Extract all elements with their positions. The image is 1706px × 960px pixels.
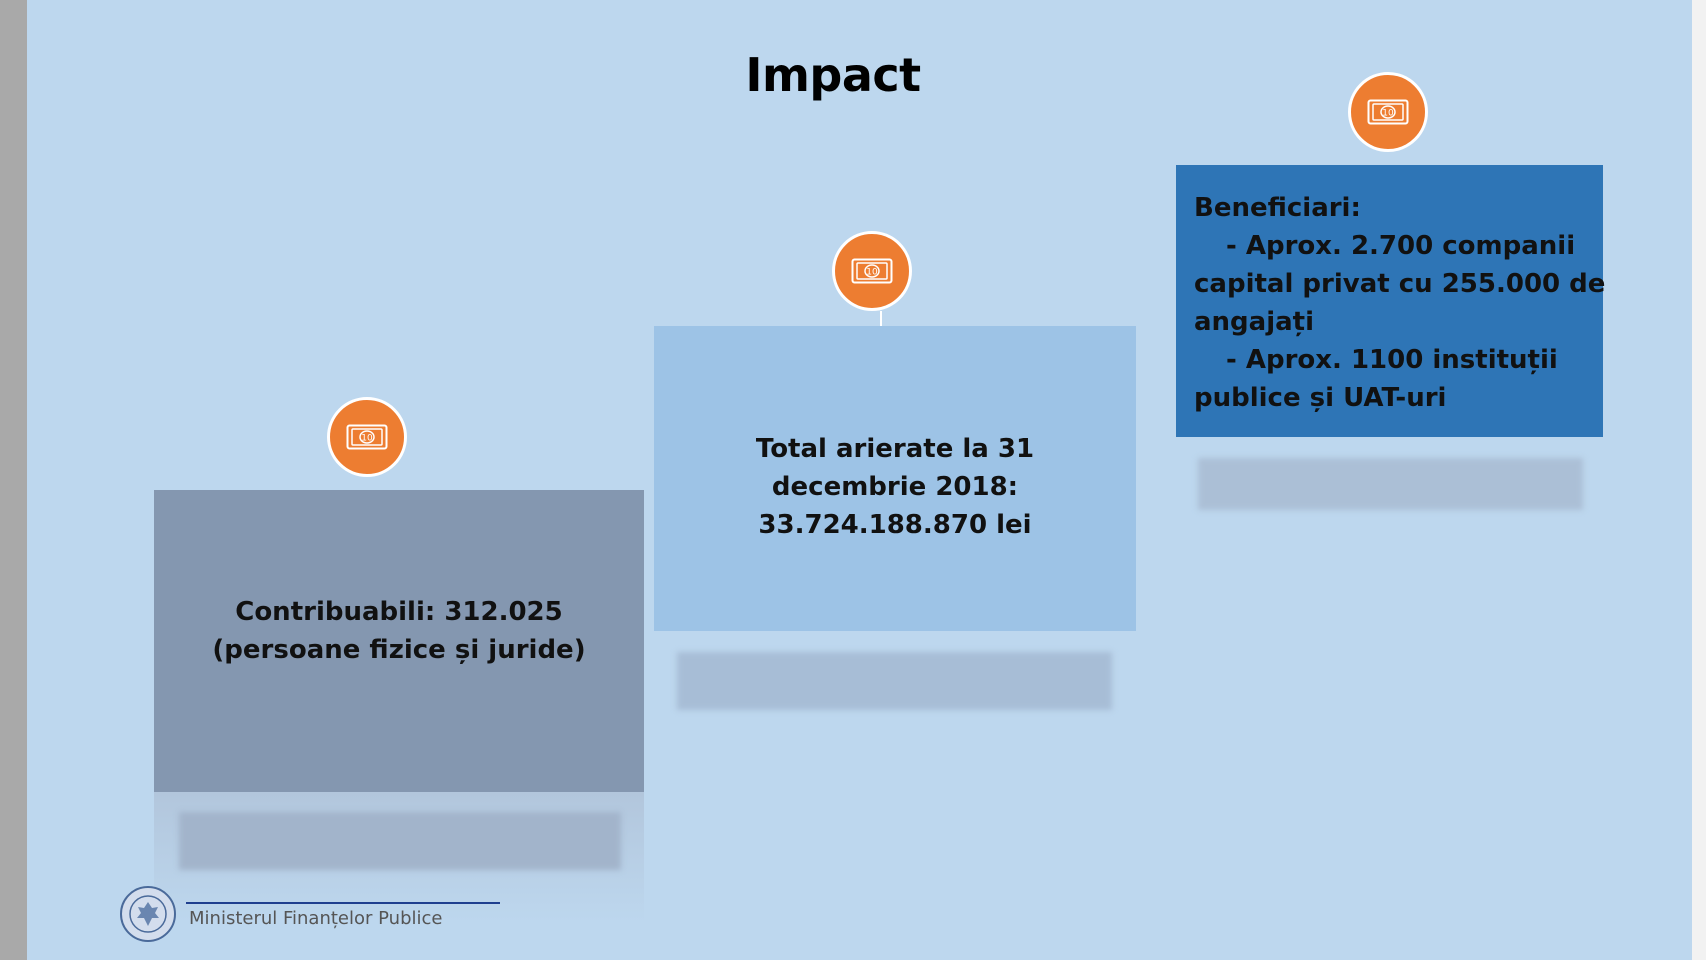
step-box-taxpayers-text: Contribuabili: 312.025 (persoane fizice … xyxy=(212,597,586,665)
beneficiaries-line: angajați xyxy=(1194,307,1315,337)
step-box-arrears-text: Total arierate la 31 decembrie 2018: 33.… xyxy=(755,434,1035,540)
svg-text:10: 10 xyxy=(866,268,878,278)
beneficiaries-line: publice și UAT-uri xyxy=(1194,383,1447,413)
step-1-shadow xyxy=(179,812,621,870)
beneficiaries-line: - Aprox. 1100 instituții xyxy=(1226,345,1558,375)
ministry-seal-icon xyxy=(120,886,176,942)
money-bill-icon: 10 xyxy=(327,397,407,477)
step-3-shadow xyxy=(1198,458,1583,510)
step-box-beneficiaries: Beneficiari: - Aprox. 2.700 companii cap… xyxy=(1176,165,1606,437)
step-box-arrears: Total arierate la 31 decembrie 2018: 33.… xyxy=(654,326,1136,631)
money-bill-icon: 10 xyxy=(832,231,912,311)
step-box-taxpayers: Contribuabili: 312.025 (persoane fizice … xyxy=(154,490,644,792)
beneficiaries-line: - Aprox. 2.700 companii xyxy=(1226,231,1576,261)
footer-divider xyxy=(186,902,500,904)
beneficiaries-line: capital privat cu 255.000 de xyxy=(1194,269,1606,299)
svg-text:10: 10 xyxy=(361,434,373,444)
step-2-connector xyxy=(880,311,882,326)
slide-title: Impact xyxy=(745,48,921,102)
window-edge xyxy=(1692,0,1706,960)
beneficiaries-heading: Beneficiari: xyxy=(1194,193,1361,223)
slide: Impact Contribuabili: 312.025 (persoane … xyxy=(27,0,1692,960)
step-2-shadow xyxy=(677,652,1112,710)
money-bill-icon: 10 xyxy=(1348,72,1428,152)
svg-text:10: 10 xyxy=(1382,109,1394,119)
ministry-name: Ministerul Finanțelor Publice xyxy=(189,908,443,929)
